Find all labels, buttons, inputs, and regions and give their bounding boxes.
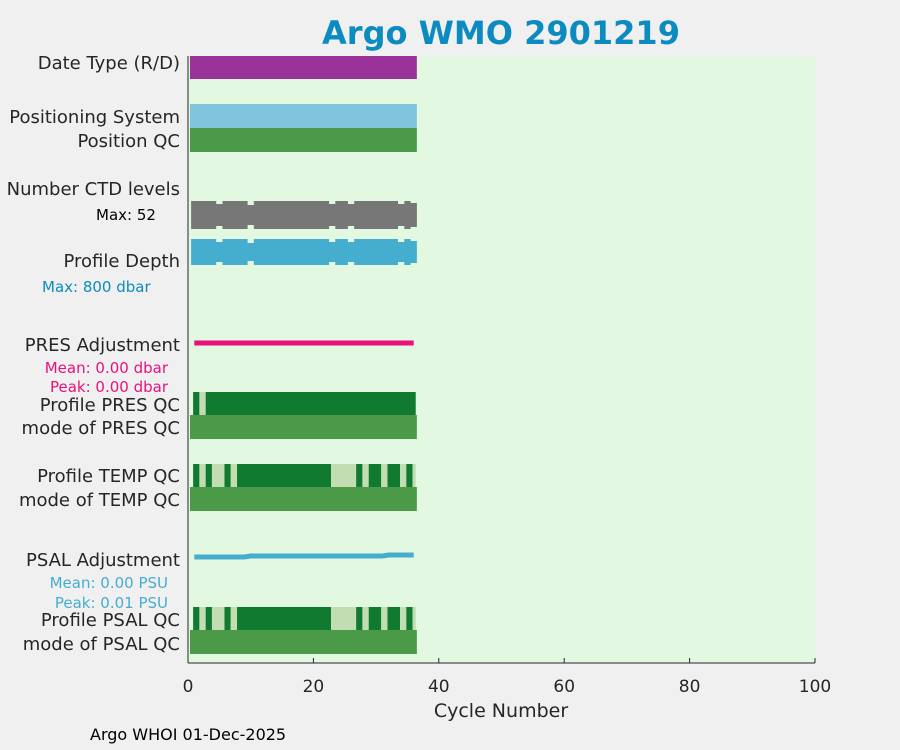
x-axis-label: Cycle Number — [434, 700, 568, 722]
x-ticks: 0 20 40 60 80 100 — [183, 658, 831, 697]
qc-segment — [331, 607, 357, 630]
adjustment-mean: Mean: 0.00 dbar — [45, 359, 169, 377]
qc-segment — [224, 464, 231, 487]
qc-segment — [362, 607, 369, 630]
qc-segment — [211, 464, 225, 487]
row-label: PRES Adjustment — [25, 335, 180, 356]
row-label: Profile PSAL QC — [41, 610, 180, 631]
qc-segment — [224, 607, 231, 630]
qc-segment — [331, 464, 357, 487]
row-label: Number CTD levels — [7, 179, 180, 200]
adjustment-peak: Peak: 0.01 PSU — [55, 594, 168, 612]
qc-segment — [199, 464, 206, 487]
plot-area — [188, 56, 815, 663]
band-bar — [190, 56, 417, 79]
x-tick-label: 20 — [303, 677, 325, 697]
band-bar — [190, 487, 417, 511]
x-tick-label: 40 — [428, 677, 450, 697]
qc-segment — [400, 464, 407, 487]
row-labels: Date Type (R/D) Positioning System Positio… — [7, 53, 180, 655]
qc-segment — [199, 607, 206, 630]
band-bar — [190, 104, 417, 128]
qc-segment — [368, 607, 382, 630]
qc-segment — [406, 607, 413, 630]
ragged-bar — [191, 201, 417, 229]
qc-segment — [230, 607, 238, 630]
qc-segment — [412, 464, 416, 487]
x-tick-label: 100 — [799, 677, 831, 697]
row-note: Max: 800 dbar — [42, 278, 151, 296]
adjustment-peak: Peak: 0.00 dbar — [50, 378, 169, 396]
chart-title: Argo WMO 2901219 — [322, 14, 680, 52]
qc-segment — [205, 464, 212, 487]
row-note: Max: 52 — [96, 206, 156, 224]
marks — [190, 56, 417, 654]
qc-segment — [205, 607, 212, 630]
row-label: Profile TEMP QC — [37, 466, 180, 487]
qc-segment — [406, 464, 413, 487]
band-bar — [190, 415, 417, 439]
qc-segment — [400, 607, 407, 630]
qc-segment — [205, 392, 416, 415]
qc-segment — [356, 464, 363, 487]
qc-segment — [387, 607, 401, 630]
qc-segment — [193, 607, 200, 630]
qc-segment — [237, 464, 332, 487]
qc-segment — [356, 607, 363, 630]
qc-segment — [381, 607, 388, 630]
qc-segment — [199, 392, 206, 415]
qc-segment — [237, 607, 332, 630]
adjustment-mean: Mean: 0.00 PSU — [50, 574, 168, 592]
row-label: mode of PSAL QC — [23, 634, 180, 655]
qc-segment — [230, 464, 238, 487]
row-label: PSAL Adjustment — [26, 550, 180, 571]
x-tick-label: 0 — [183, 677, 194, 697]
row-label: Date Type (R/D) — [38, 53, 180, 74]
band-bar — [190, 128, 417, 152]
qc-segment — [193, 464, 200, 487]
row-label: Profile PRES QC — [40, 395, 180, 416]
qc-segment — [193, 392, 200, 415]
qc-segment — [368, 464, 382, 487]
x-tick-label: 60 — [553, 677, 575, 697]
qc-segment — [412, 607, 416, 630]
qc-segment — [362, 464, 369, 487]
row-label: Profile Depth — [63, 251, 180, 272]
row-label: Position QC — [77, 131, 180, 152]
ragged-bar — [191, 239, 417, 265]
row-label: Positioning System — [9, 107, 180, 128]
qc-segment — [211, 607, 225, 630]
footer-credit: Argo WHOI 01-Dec-2025 — [90, 725, 287, 744]
row-label: mode of PRES QC — [22, 418, 180, 439]
qc-segment — [381, 464, 388, 487]
band-bar — [190, 630, 417, 654]
adjustment-line — [194, 552, 414, 560]
x-tick-label: 80 — [679, 677, 701, 697]
qc-segment — [387, 464, 401, 487]
row-label: mode of TEMP QC — [19, 490, 180, 511]
